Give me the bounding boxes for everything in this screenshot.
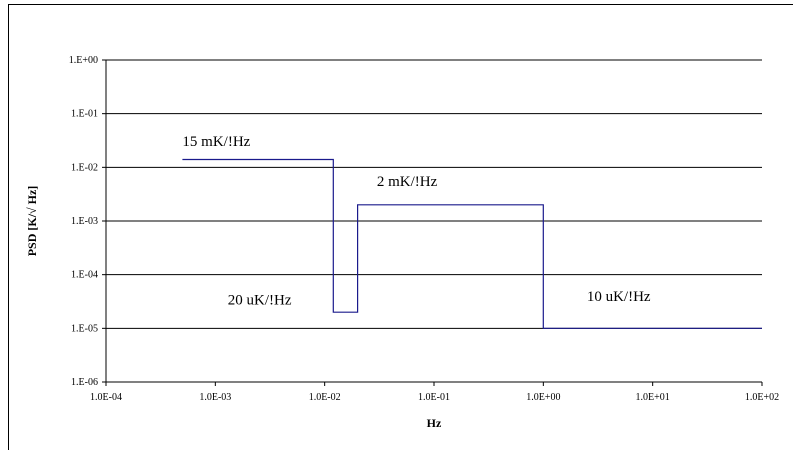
annotation-label: 10 uK/!Hz (587, 289, 651, 305)
y-tick-label: 1.E-06 (71, 377, 98, 388)
chart-frame (8, 4, 793, 450)
gridlines (106, 59, 762, 329)
annotation-label: 20 uK/!Hz (228, 292, 292, 308)
y-tick-label: 1.E-01 (71, 109, 98, 120)
x-axis-title: Hz (427, 416, 442, 430)
annotations: 15 mK/!Hz 2 mK/!Hz 20 uK/!Hz 10 uK/!Hz (182, 134, 650, 308)
x-tick-label: 1.0E-04 (90, 392, 122, 403)
series (182, 158, 762, 329)
annotation-label: 2 mK/!Hz (377, 174, 438, 190)
y-tick-label: 1.E-02 (71, 162, 98, 173)
y-tick-labels: 1.E+00 1.E-01 1.E-02 1.E-03 1.E-04 1.E-05 1.E-… (69, 55, 98, 388)
y-tick-label: 1.E-03 (71, 216, 98, 227)
x-tick-labels: 1.0E-04 1.0E-03 1.0E-02 1.0E-01 1.0E+00 1.0E+… (90, 392, 779, 403)
x-tick-label: 1.0E-01 (418, 392, 450, 403)
x-tick-label: 1.0E-02 (309, 392, 341, 403)
annotation-label: 15 mK/!Hz (182, 134, 250, 150)
y-axis-title: PSD [K/√ Hz] (25, 186, 39, 257)
y-tick-label: 1.E-04 (71, 270, 98, 281)
y-tick-label: 1.E+00 (69, 55, 98, 66)
y-tick-label: 1.E-05 (71, 323, 98, 334)
x-tick-label: 1.0E+01 (636, 392, 670, 403)
series-line (182, 158, 762, 329)
x-tick-label: 1.0E-03 (199, 392, 231, 403)
x-tick-label: 1.0E+00 (526, 392, 560, 403)
x-tick-label: 1.0E+02 (745, 392, 779, 403)
axes (102, 59, 763, 386)
